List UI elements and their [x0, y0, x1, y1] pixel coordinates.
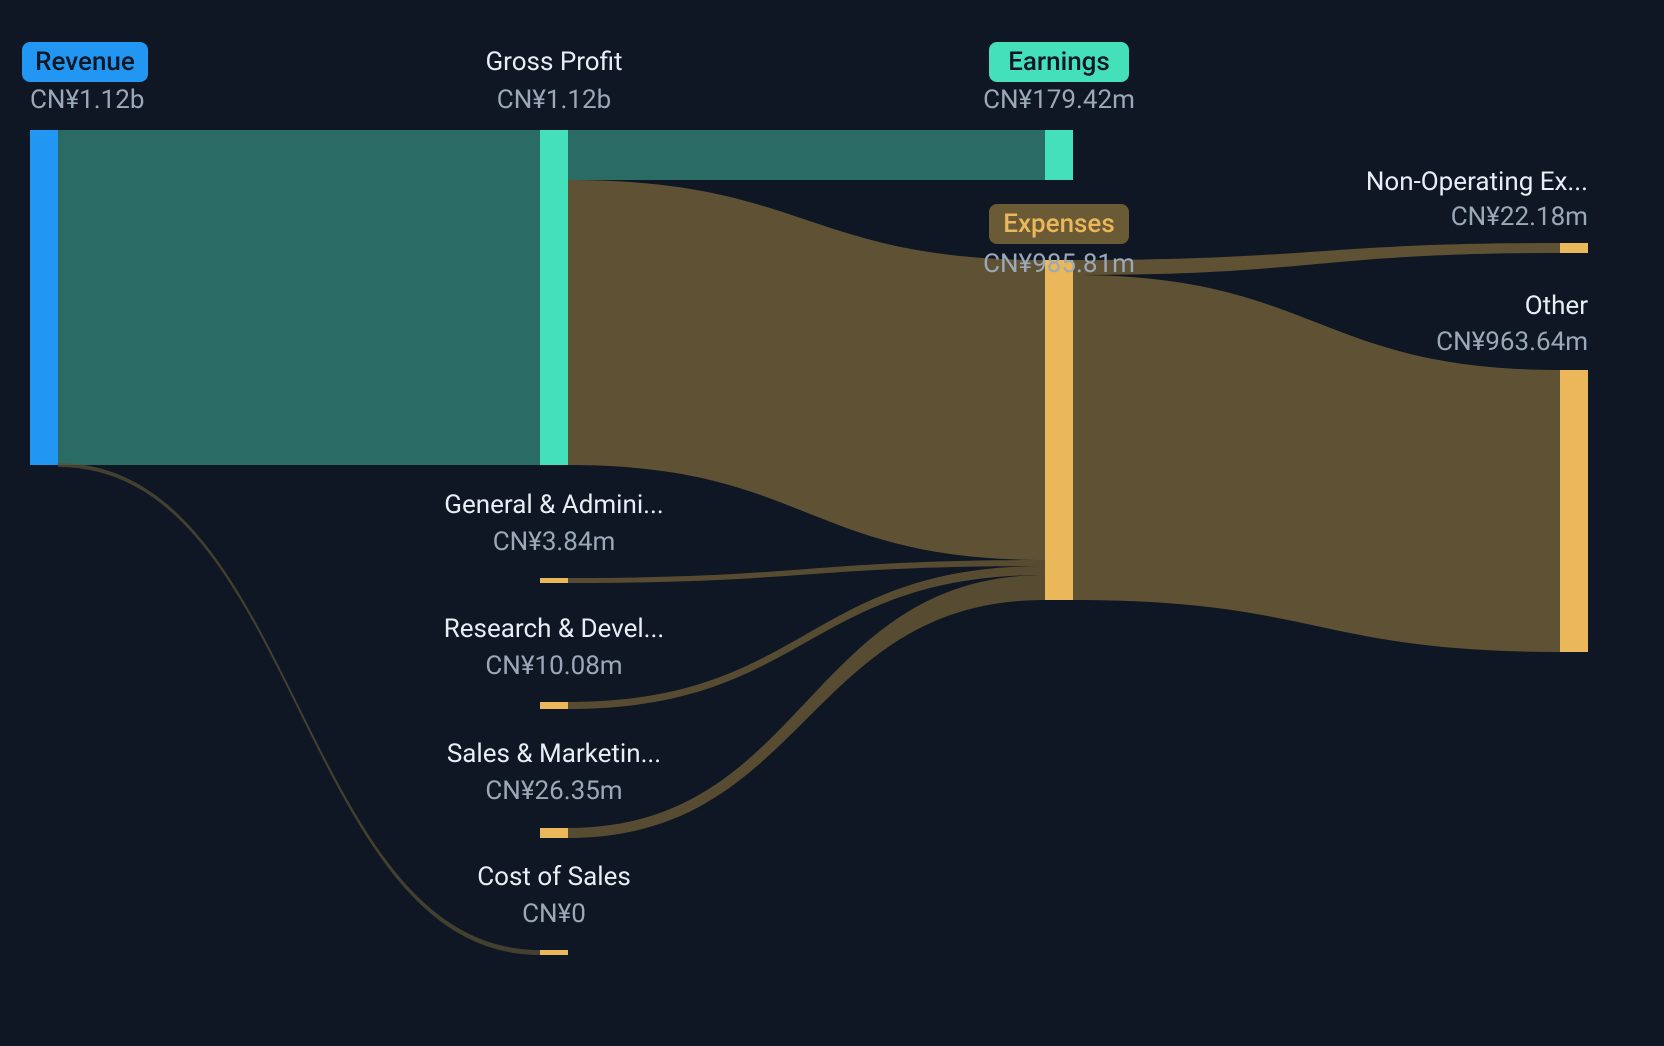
flow-gross_profit-to-earnings: [568, 130, 1045, 180]
node-revenue[interactable]: [30, 130, 58, 465]
node-value-ga: CN¥3.84m: [493, 527, 616, 557]
node-non_operating[interactable]: [1560, 243, 1588, 253]
node-value-earnings: CN¥179.42m: [983, 85, 1135, 115]
node-label-expenses: Expenses: [1003, 209, 1114, 239]
node-label-earnings: Earnings: [1008, 47, 1110, 77]
label-group-earnings: Earnings CN¥179.42m: [983, 42, 1135, 115]
node-value-non_operating: CN¥22.18m: [1451, 202, 1588, 232]
node-rd[interactable]: [540, 702, 568, 709]
node-label-revenue: Revenue: [35, 47, 135, 77]
flow-revenue-to-gross_profit: [58, 130, 540, 465]
label-group-revenue: Revenue CN¥1.12b: [22, 42, 148, 115]
node-label-rd: Research & Devel...: [444, 614, 665, 644]
node-label-gross_profit: Gross Profit: [485, 47, 622, 77]
node-label-non_operating: Non-Operating Ex...: [1366, 167, 1588, 197]
node-label-other: Other: [1525, 291, 1589, 321]
node-value-cost_of_sales: CN¥0: [522, 899, 586, 929]
node-value-sm: CN¥26.35m: [485, 776, 622, 806]
node-value-other: CN¥963.64m: [1436, 327, 1588, 357]
node-value-rd: CN¥10.08m: [485, 651, 622, 681]
node-expenses[interactable]: [1045, 260, 1073, 600]
node-gross_profit[interactable]: [540, 130, 568, 465]
label-group-expenses: Expenses CN¥985.81m: [983, 204, 1135, 279]
node-other[interactable]: [1560, 370, 1588, 652]
node-label-cost_of_sales: Cost of Sales: [477, 862, 631, 892]
node-value-revenue: CN¥1.12b: [30, 85, 144, 115]
node-cost_of_sales[interactable]: [540, 950, 568, 955]
node-earnings[interactable]: [1045, 130, 1073, 180]
node-label-ga: General & Admini...: [444, 490, 663, 520]
node-value-gross_profit: CN¥1.12b: [497, 85, 611, 115]
node-ga[interactable]: [540, 578, 568, 583]
node-label-sm: Sales & Marketin...: [447, 739, 661, 769]
node-sm[interactable]: [540, 828, 568, 838]
sankey-chart: Revenue CN¥1.12b Gross Profit CN¥1.12b Earni…: [0, 0, 1664, 1046]
node-value-expenses: CN¥985.81m: [983, 249, 1135, 279]
